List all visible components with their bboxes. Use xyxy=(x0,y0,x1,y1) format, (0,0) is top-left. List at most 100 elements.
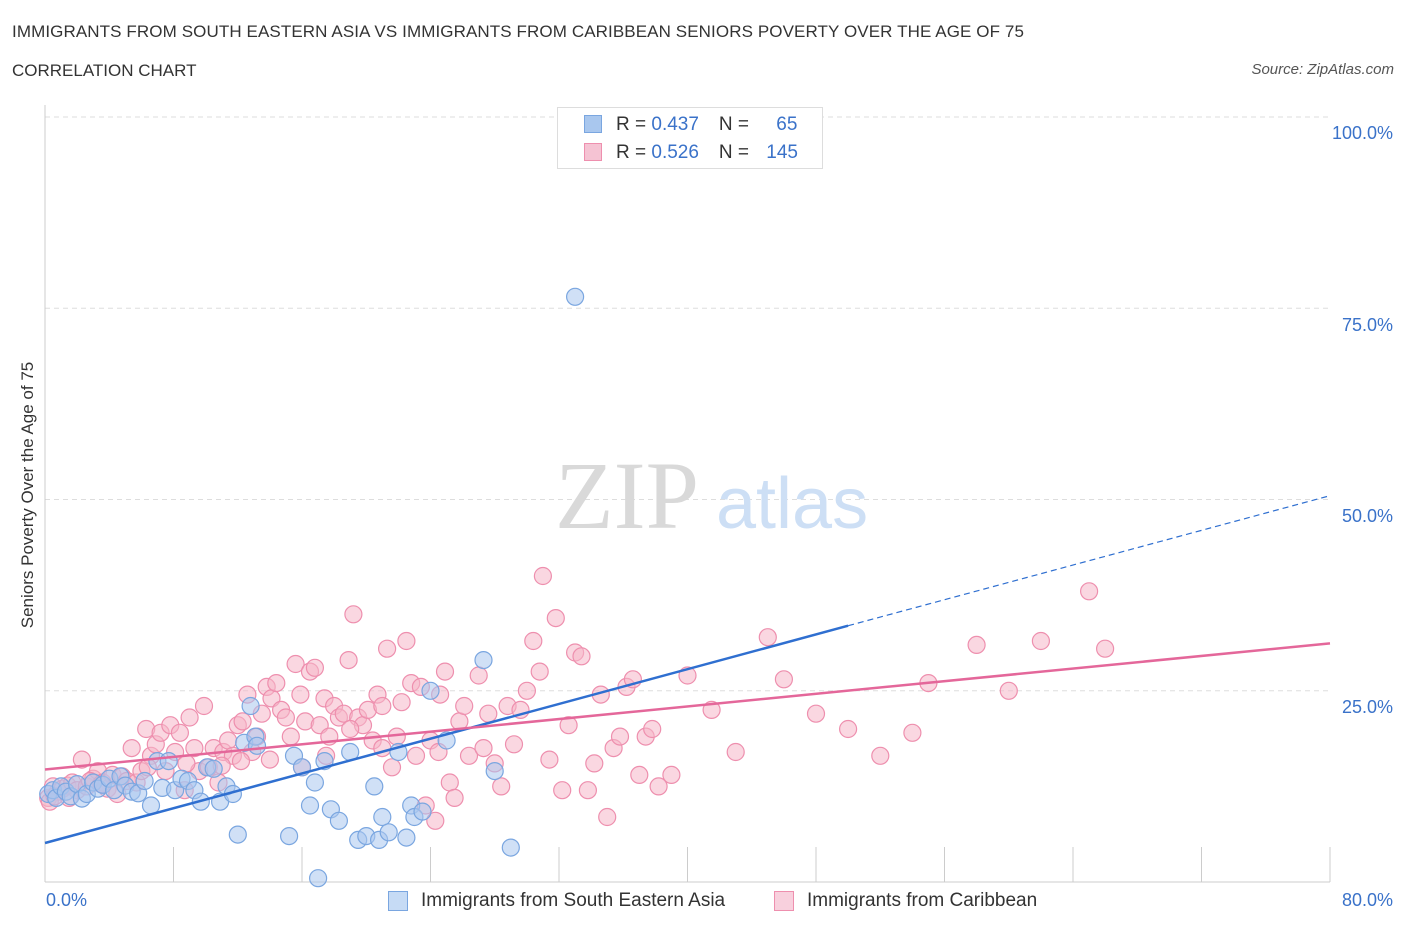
trend-line-south-eastern-asia xyxy=(44,624,849,845)
point-south-eastern-asia xyxy=(379,823,398,842)
legend-n-value: 145 xyxy=(766,142,798,163)
point-caribbean xyxy=(578,781,598,800)
point-caribbean xyxy=(559,716,578,735)
point-south-eastern-asia xyxy=(135,771,154,791)
y-tick-25: 25.0% xyxy=(1341,697,1393,717)
bottom-legend-swatch-blue xyxy=(388,891,408,911)
point-caribbean xyxy=(455,696,474,716)
point-caribbean xyxy=(643,719,662,739)
point-caribbean xyxy=(122,738,141,758)
point-caribbean xyxy=(524,631,543,651)
point-caribbean xyxy=(630,765,649,785)
point-caribbean xyxy=(492,777,511,796)
point-caribbean xyxy=(474,738,493,758)
point-caribbean xyxy=(999,681,1018,700)
point-caribbean xyxy=(445,788,464,808)
watermark-atlas: atlas xyxy=(716,464,868,544)
legend-n-value: 65 xyxy=(776,114,798,135)
point-caribbean xyxy=(1079,582,1099,601)
bottom-legend-label-pink: Immigrants from Caribbean xyxy=(807,890,1038,911)
point-south-eastern-asia xyxy=(501,838,520,857)
point-caribbean xyxy=(967,635,986,655)
point-caribbean xyxy=(1095,639,1115,658)
legend-r-value: 0.437 xyxy=(651,114,699,135)
y-tick-100: 100.0% xyxy=(1331,123,1393,143)
legend-r-label: R = xyxy=(616,114,652,135)
point-caribbean xyxy=(426,811,445,830)
point-caribbean xyxy=(517,681,537,700)
point-caribbean xyxy=(726,742,745,762)
point-caribbean xyxy=(435,662,455,681)
point-caribbean xyxy=(469,666,488,685)
point-caribbean xyxy=(610,727,630,746)
point-caribbean xyxy=(286,654,305,674)
legend-n-label: N = xyxy=(718,114,755,135)
point-south-eastern-asia xyxy=(228,825,247,844)
point-caribbean xyxy=(233,712,252,731)
point-caribbean xyxy=(373,696,392,716)
point-caribbean xyxy=(260,750,279,769)
point-caribbean xyxy=(806,704,826,723)
y-tick-75: 75.0% xyxy=(1341,315,1393,335)
y-axis-label: Seniors Poverty Over the Age of 75 xyxy=(18,361,37,629)
point-caribbean xyxy=(649,777,668,796)
point-caribbean xyxy=(185,738,204,758)
point-south-eastern-asia xyxy=(204,759,223,778)
point-caribbean xyxy=(504,735,524,754)
point-caribbean xyxy=(479,704,498,723)
point-south-eastern-asia xyxy=(413,802,432,821)
point-caribbean xyxy=(392,693,411,712)
point-caribbean xyxy=(774,670,794,689)
point-caribbean xyxy=(382,758,402,777)
point-caribbean xyxy=(267,673,286,693)
trend-lines xyxy=(44,495,1331,845)
point-caribbean xyxy=(459,746,479,765)
point-south-eastern-asia xyxy=(300,796,320,815)
point-caribbean xyxy=(585,754,604,773)
bottom-legend-label-blue: Immigrants from South Eastern Asia xyxy=(421,890,726,911)
point-caribbean xyxy=(440,773,459,792)
legend-r-value: 0.526 xyxy=(651,142,699,163)
chart-title: IMMIGRANTS FROM SOUTH EASTERN ASIA VS IM… xyxy=(12,22,1025,41)
point-caribbean xyxy=(281,727,300,746)
point-south-eastern-asia xyxy=(280,826,299,846)
point-south-eastern-asia xyxy=(365,777,384,796)
point-caribbean xyxy=(219,731,238,750)
point-caribbean xyxy=(180,708,199,727)
point-caribbean xyxy=(276,708,295,727)
watermark-zip: ZIP xyxy=(555,442,699,549)
point-south-eastern-asia xyxy=(565,287,585,306)
point-caribbean xyxy=(378,639,397,658)
x-tick-max: 80.0% xyxy=(1341,890,1393,910)
point-caribbean xyxy=(406,746,426,765)
point-south-eastern-asia xyxy=(159,751,178,771)
correlation-legend: R = 0.437 N = 65 R = 0.526 N = 145 xyxy=(557,107,823,169)
point-caribbean xyxy=(194,696,214,716)
point-caribbean xyxy=(341,719,360,739)
point-caribbean xyxy=(305,658,324,677)
point-south-eastern-asia xyxy=(247,736,267,755)
point-caribbean xyxy=(530,662,549,681)
axes xyxy=(44,105,1331,883)
point-caribbean xyxy=(662,765,681,785)
point-caribbean xyxy=(1031,631,1051,651)
point-caribbean xyxy=(572,647,591,666)
legend-r-label: R = xyxy=(616,142,652,163)
point-caribbean xyxy=(397,631,416,651)
x-tick-min: 0.0% xyxy=(46,890,88,910)
point-south-eastern-asia xyxy=(485,761,504,781)
point-caribbean xyxy=(339,650,358,670)
bottom-legend-swatch-pink xyxy=(774,891,794,911)
point-south-eastern-asia xyxy=(241,696,260,716)
point-caribbean xyxy=(758,628,777,647)
point-caribbean xyxy=(291,685,310,704)
legend-swatch-blue xyxy=(584,115,602,133)
point-south-eastern-asia xyxy=(421,681,440,700)
source-label: Source: ZipAtlas.com xyxy=(1251,61,1394,78)
gridlines xyxy=(45,116,1330,692)
point-south-eastern-asia xyxy=(397,828,416,847)
point-caribbean xyxy=(903,723,922,742)
legend-n-label: N = xyxy=(718,142,755,163)
point-south-eastern-asia xyxy=(305,773,324,792)
point-south-eastern-asia xyxy=(329,811,348,830)
